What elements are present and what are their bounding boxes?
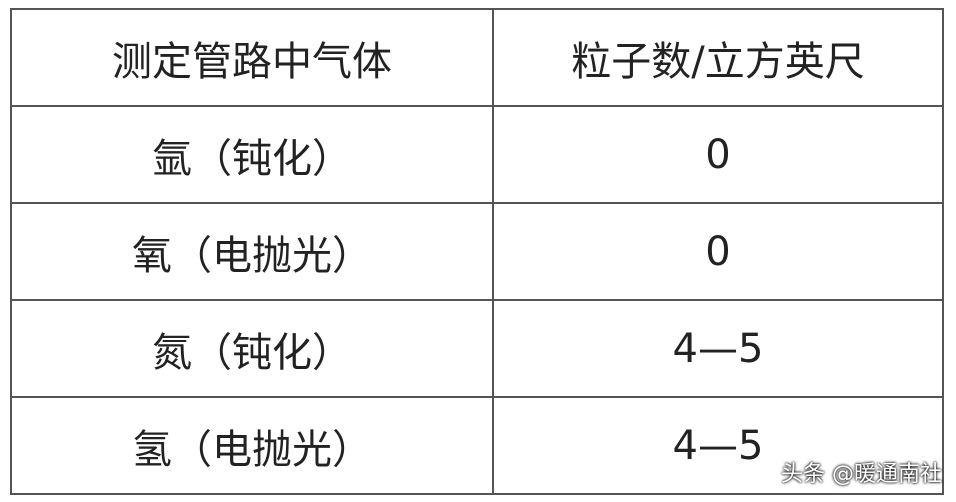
gas-cell: 氮（钝化）: [10, 299, 494, 398]
header-particles: 粒子数/立方英尺: [492, 8, 944, 107]
particle-cell: 0: [492, 105, 944, 204]
watermark: 头条 @暖通南社: [781, 462, 942, 487]
header-gas: 测定管路中气体: [10, 8, 494, 107]
table-header-row: 测定管路中气体 粒子数/立方英尺: [10, 8, 944, 107]
table-row: 氢（电抛光） 4—5: [10, 396, 944, 495]
table-row: 氮（钝化） 4—5: [10, 299, 944, 398]
particle-table: 测定管路中气体 粒子数/立方英尺 氩（钝化） 0 氧（电抛光） 0 氮（钝化） 4—5…: [10, 8, 944, 495]
particle-cell: 0: [492, 202, 944, 301]
particle-cell: 4—5: [492, 299, 944, 398]
gas-cell: 氩（钝化）: [10, 105, 494, 204]
gas-cell: 氢（电抛光）: [10, 396, 494, 495]
table-row: 氩（钝化） 0: [10, 105, 944, 204]
gas-cell: 氧（电抛光）: [10, 202, 494, 301]
particle-cell: 4—5: [492, 396, 944, 495]
table-row: 氧（电抛光） 0: [10, 202, 944, 301]
